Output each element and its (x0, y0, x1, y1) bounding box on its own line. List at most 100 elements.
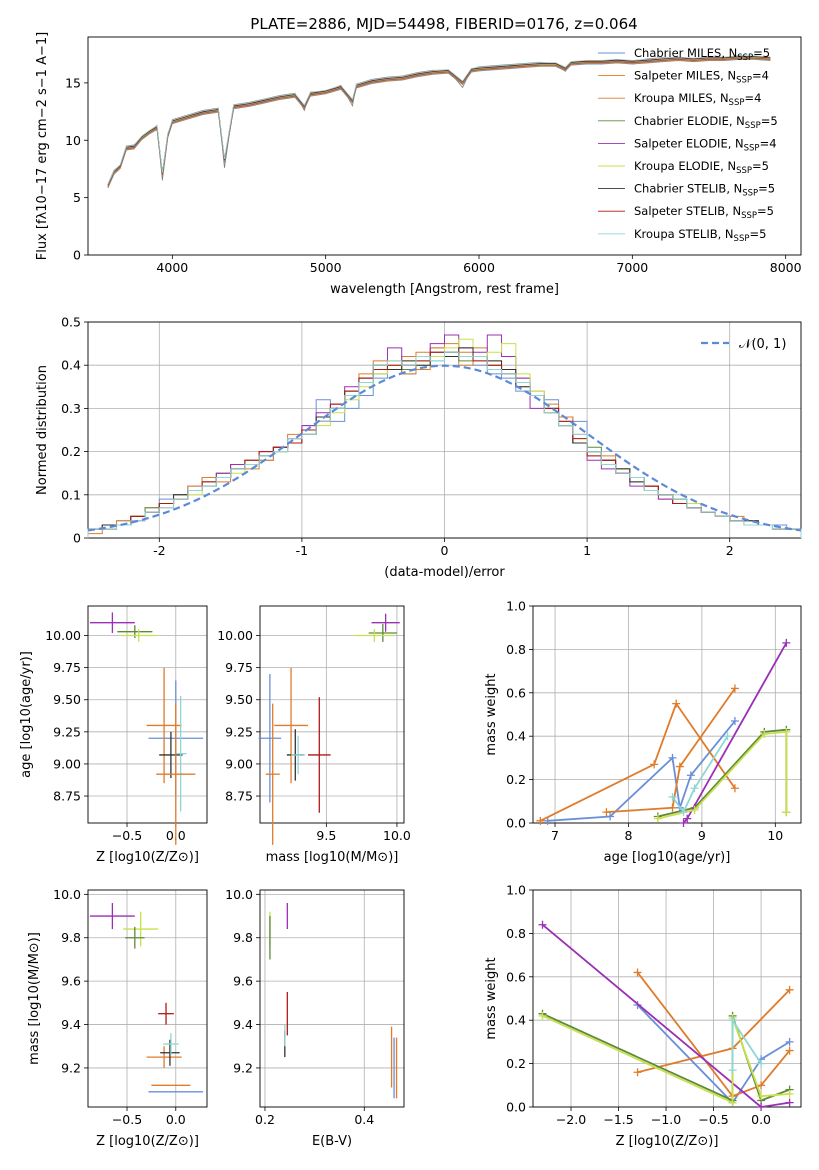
legend-text: Kroupa ELODIE, N (634, 159, 736, 173)
spectrum-panel: 4000 5000 6000 7000 8000 0 5 10 15 wavelength [An… (35, 32, 802, 297)
x-tick-label: −0.5 (698, 1112, 728, 1127)
label-part: ( (673, 850, 678, 865)
y-tick-label: 0.8 (506, 926, 526, 941)
legend-sub: SSP (744, 143, 760, 153)
x-tick-label: 0.0 (166, 1112, 186, 1127)
legend-entry: Kroupa MILES, NSSP=4 (634, 91, 761, 108)
residuals-panel: -2 -1 0 1 2 0 0.1 0.2 0.3 0.4 0.5 𝒩(0, 1) (data-mode… (35, 315, 802, 580)
weight-marker (690, 805, 699, 814)
legend-tail: =5 (753, 46, 770, 60)
y-axis-label: Normed distribution (35, 365, 50, 495)
y-tick-label: 10.0 (225, 887, 253, 902)
legend-sub: SSP (745, 121, 761, 131)
y-tick-label: 9.00 (53, 756, 81, 771)
y-tick-label: 9.50 (53, 692, 81, 707)
weight-marker (782, 727, 791, 736)
y-tick-label: 10.0 (53, 887, 81, 902)
x-tick-label: 0.4 (354, 1112, 374, 1127)
y-tick-label: 9.6 (61, 974, 81, 989)
y-tick-label: 0.4 (506, 1013, 526, 1028)
label-part: ⊙ (178, 850, 189, 865)
legend-sub: SSP (729, 98, 745, 108)
label-part: λ (35, 211, 50, 219)
weight-marker (679, 808, 688, 817)
x-axis-label: age [log10(age/yr)] (604, 850, 731, 865)
label-part: ⊙ (27, 942, 42, 953)
y-axis-label: mass weight (484, 673, 499, 755)
x-tick-label: 2 (726, 543, 734, 558)
weight-marker (730, 784, 739, 793)
weight-marker (757, 1092, 766, 1101)
label-part: (Z/Z (151, 850, 178, 865)
weight-marker (785, 1046, 794, 1055)
label-part: −1 (35, 69, 50, 88)
label-part: )] (19, 651, 34, 661)
legend-entry: Salpeter MILES, NSSP=4 (634, 69, 769, 86)
x-tick-label: 7 (551, 828, 559, 843)
legend-tail: =4 (760, 136, 777, 150)
label-part: Z [log (96, 1134, 134, 1149)
weight-marker (538, 920, 547, 929)
y-tick-label: 5 (73, 190, 81, 205)
y-tick-label: 0.2 (506, 1056, 526, 1071)
legend-text: Salpeter ELODIE, N (634, 136, 744, 150)
x-tick-label: −0.5 (112, 1112, 142, 1127)
legend-tail: =4 (752, 69, 769, 83)
legend-tail: =5 (752, 159, 769, 173)
label-part: )] (27, 932, 42, 942)
y-tick-label: 9.75 (225, 660, 253, 675)
y-tick-label: 0.2 (61, 444, 81, 459)
y-tick-label: 0.4 (506, 729, 526, 744)
label-part: s (35, 88, 50, 99)
weight-marker (728, 1098, 737, 1107)
label-part: ( (345, 850, 350, 865)
x-tick-label: 1 (583, 543, 591, 558)
x-tick-label: −1.5 (603, 1112, 633, 1127)
y-tick-label: 10.00 (217, 628, 253, 643)
y-tick-label: 9.25 (53, 724, 81, 739)
y-tick-label: 9.25 (225, 724, 253, 739)
y-tick-label: 9.75 (53, 660, 81, 675)
y-tick-label: 9.4 (61, 1017, 81, 1032)
x-tick-label: −2.0 (556, 1112, 586, 1127)
x-tick-label: -1 (296, 543, 308, 558)
y-tick-label: 15 (65, 75, 81, 90)
legend-entry: Chabrier MILES, NSSP=5 (634, 46, 770, 63)
y-tick-label: 9.2 (233, 1060, 253, 1075)
legend-sub: SSP (736, 76, 752, 86)
weight-marker (650, 760, 659, 769)
weight-marker (785, 1098, 794, 1107)
y-tick-label: 9.6 (233, 974, 253, 989)
y-tick-label: 0.0 (506, 816, 526, 831)
label-part: 10 (19, 708, 34, 725)
z-vs-mass-panel: −0.5 0.09.29.49.69.810.0Z [log10(Z/Z⊙)]ma… (27, 887, 208, 1149)
y-axis-label: mass weight (484, 957, 499, 1039)
label-part: 10 (134, 1134, 151, 1149)
weight-marker (782, 808, 791, 817)
x-tick-label: −1.0 (651, 1112, 681, 1127)
weight-marker (679, 819, 688, 827)
x-tick-label: 6000 (463, 260, 495, 275)
mass-vs-age-panel: 9.5 10.0 8.75 9.00 9.25 9.50 9.75 10.00 mass [lo… (217, 605, 411, 865)
weight-marker (785, 1089, 794, 1098)
label-part: ⊙ (178, 1134, 189, 1149)
legend-entry: 𝒩(0, 1) (739, 337, 786, 352)
axes-frame (87, 36, 802, 256)
y-tick-label: 9.2 (61, 1060, 81, 1075)
label-part: 10 (654, 1134, 671, 1149)
label-part: M/M (350, 850, 377, 865)
normal-curve (87, 364, 802, 532)
x-tick-label: 0 (441, 543, 449, 558)
label-part: age [log (604, 850, 657, 865)
label-part: 10 (35, 195, 50, 212)
label-part: age/yr (679, 850, 721, 865)
weight-marker (536, 816, 545, 825)
label-part: Z [log (616, 1134, 654, 1149)
label-part: ] (35, 32, 50, 37)
weight-marker (757, 1081, 766, 1090)
label-part: A (35, 56, 50, 69)
x-axis-label: Z [log10(Z/Z⊙)] (616, 1134, 719, 1149)
y-tick-label: 1.0 (506, 883, 526, 898)
legend-text: Chabrier STELIB, N (634, 182, 742, 196)
